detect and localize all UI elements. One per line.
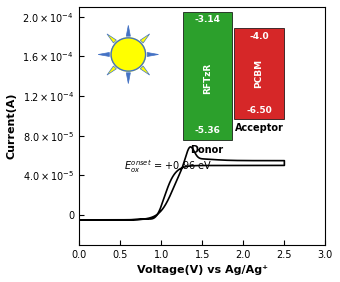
Circle shape [111, 38, 146, 71]
Polygon shape [140, 66, 150, 75]
Text: -4.0: -4.0 [249, 32, 269, 41]
Text: PCBM: PCBM [254, 59, 264, 88]
Polygon shape [107, 34, 116, 43]
Polygon shape [126, 25, 130, 36]
FancyBboxPatch shape [183, 12, 232, 140]
Text: Acceptor: Acceptor [235, 124, 283, 133]
X-axis label: Voltage(V) vs Ag/Ag⁺: Voltage(V) vs Ag/Ag⁺ [137, 265, 268, 275]
FancyBboxPatch shape [234, 28, 284, 119]
Polygon shape [140, 34, 150, 43]
Polygon shape [107, 66, 116, 75]
Polygon shape [98, 52, 109, 56]
Text: -5.36: -5.36 [194, 126, 220, 135]
Polygon shape [126, 73, 130, 83]
Y-axis label: Current(A): Current(A) [7, 92, 17, 159]
Polygon shape [147, 52, 158, 56]
Text: $E_{ox}^{onset}$ = +0.96 eV: $E_{ox}^{onset}$ = +0.96 eV [124, 158, 212, 175]
Text: Donor: Donor [191, 145, 224, 155]
Text: -6.50: -6.50 [246, 106, 272, 115]
Text: -3.14: -3.14 [194, 15, 220, 24]
Text: RFTzR: RFTzR [203, 63, 212, 94]
